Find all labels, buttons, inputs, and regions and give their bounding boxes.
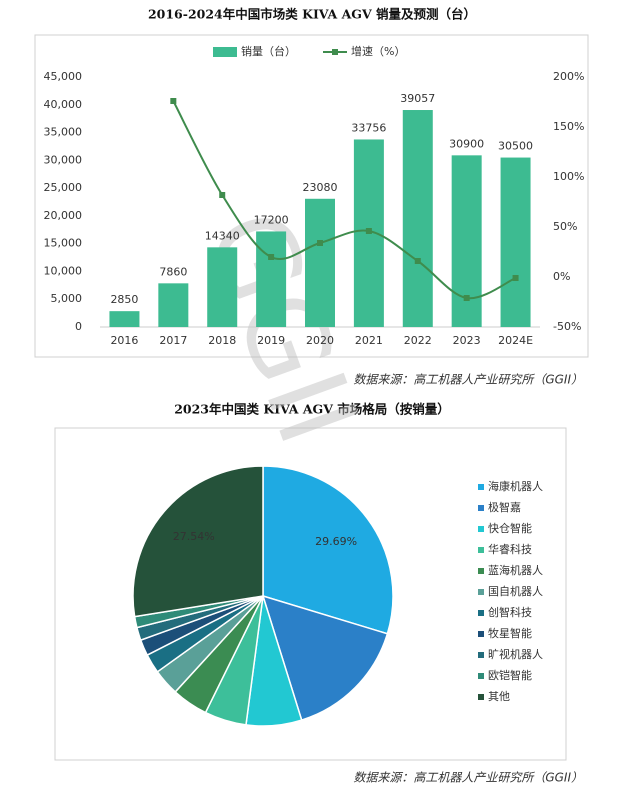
data-label: 7860 (159, 265, 187, 278)
y-tick-label: 15,000 (44, 237, 83, 250)
y-tick-label: 40,000 (44, 98, 83, 111)
bar (402, 110, 433, 328)
bar (500, 157, 531, 327)
line-marker (463, 295, 470, 301)
y2-tick-label: 100% (553, 170, 584, 183)
y2-tick-label: 50% (553, 220, 577, 233)
x-tick-label: 2019 (257, 334, 285, 347)
pie-slice (262, 465, 394, 635)
x-tick-label: 2018 (208, 334, 236, 347)
legend-swatch (478, 652, 484, 658)
legend-label: 牧星智能 (488, 626, 532, 640)
y-tick-label: 35,000 (44, 126, 83, 139)
x-tick-label: 2020 (306, 334, 334, 347)
chart-frame (34, 34, 589, 358)
legend-label: 欧铠智能 (488, 668, 532, 682)
legend-swatch (478, 547, 484, 553)
bar (158, 283, 189, 327)
y-tick-label: 10,000 (44, 264, 83, 277)
bar (256, 231, 287, 327)
legend-swatch (478, 484, 484, 490)
y2-tick-label: 200% (553, 70, 584, 83)
chart-frame (54, 427, 567, 761)
data-label: 30500 (498, 140, 533, 153)
data-label: 33756 (351, 121, 386, 134)
legend-swatch (478, 610, 484, 616)
legend-label: 创智科技 (488, 605, 532, 619)
y2-tick-label: -50% (553, 320, 581, 333)
line-marker (365, 228, 372, 234)
line-marker (219, 192, 226, 198)
x-tick-label: 2023 (453, 334, 481, 347)
y-tick-label: 30,000 (44, 153, 83, 166)
legend-label: 蓝海机器人 (488, 563, 543, 577)
data-label: 27.54% (173, 530, 215, 543)
legend-swatch (478, 589, 484, 595)
source: 数据来源：高工机器人产业研究所（GGII） (353, 373, 583, 387)
data-label: 2850 (110, 293, 138, 306)
y-tick-label: 45,000 (44, 70, 83, 83)
x-tick-label: 2017 (159, 334, 187, 347)
x-tick-label: 2021 (355, 334, 383, 347)
legend-label: 极智嘉 (488, 500, 521, 514)
data-label: 30900 (449, 137, 484, 150)
line-marker (170, 98, 177, 104)
bar (207, 247, 238, 327)
pie-slice (132, 465, 264, 618)
x-tick-label: 2022 (404, 334, 432, 347)
y-tick-label: 25,000 (44, 181, 83, 194)
legend-swatch (478, 505, 484, 511)
data-label: 23080 (303, 181, 338, 194)
data-label: 17200 (254, 213, 289, 226)
legend-label: 海康机器人 (488, 479, 543, 493)
chart-title: 2016-2024年中国市场类 KIVA AGV 销量及预测（台） (148, 7, 476, 22)
legend-label: 增速（%） (351, 44, 405, 58)
y2-tick-label: 0% (553, 270, 570, 283)
legend-swatch (213, 47, 237, 57)
legend-swatch (478, 673, 484, 679)
legend-swatch (332, 49, 338, 55)
line-marker (512, 275, 519, 281)
legend-swatch (478, 631, 484, 637)
legend-label: 其他 (488, 690, 510, 703)
legend-swatch (478, 526, 484, 532)
line-marker (414, 258, 421, 264)
source: 数据来源：高工机器人产业研究所（GGII） (353, 771, 583, 785)
data-label: 39057 (400, 92, 435, 105)
x-tick-label: 2016 (110, 334, 138, 347)
bar (451, 155, 482, 327)
y-tick-label: 0 (75, 320, 82, 333)
legend-label: 旷视机器人 (488, 647, 543, 661)
line-marker (317, 240, 323, 246)
pie-slice (261, 594, 389, 722)
legend-label: 国自机器人 (488, 584, 543, 598)
data-label: 29.69% (315, 535, 357, 548)
legend-label: 快仓智能 (488, 521, 532, 535)
line-marker (268, 254, 275, 260)
y-tick-label: 5,000 (51, 292, 83, 305)
legend: 销量（台） 增速（%） (213, 44, 405, 58)
y2-tick-label: 150% (553, 120, 584, 133)
legend-swatch (478, 694, 484, 700)
data-label: 14340 (205, 229, 240, 242)
chart-title: 2023年中国类 KIVA AGV 市场格局（按销量） (174, 402, 450, 417)
legend-label: 华睿科技 (488, 542, 532, 556)
y-tick-label: 20,000 (44, 209, 83, 222)
bar (305, 198, 335, 327)
legend-swatch (478, 568, 484, 574)
bar (109, 311, 140, 327)
legend-label: 销量（台） (241, 44, 296, 58)
x-tick-label: 2024E (498, 334, 533, 347)
